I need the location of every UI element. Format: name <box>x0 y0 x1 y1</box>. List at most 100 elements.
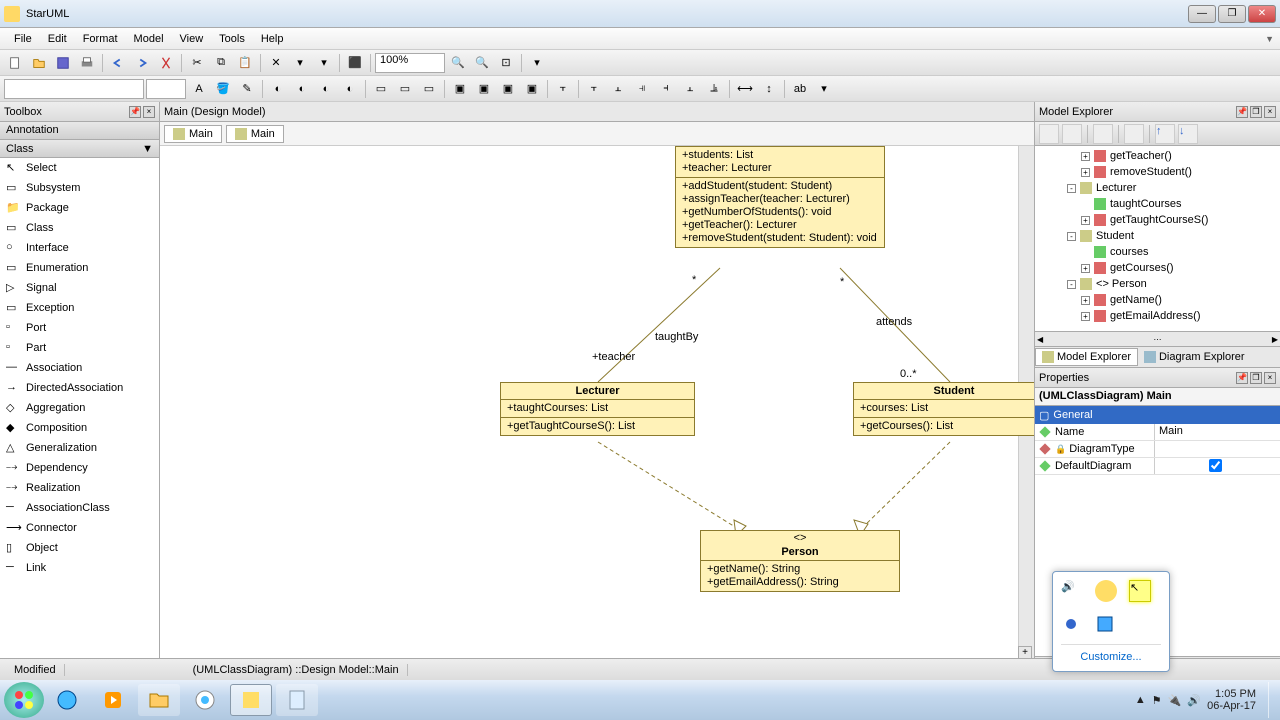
delete-icon[interactable]: ✕ <box>265 52 287 74</box>
tray-misc-icon[interactable] <box>1095 580 1117 602</box>
tb-btn-4[interactable]: ▾ <box>526 52 548 74</box>
zoom-in-icon[interactable]: 🔍 <box>471 52 493 74</box>
tray-speaker-icon[interactable]: 🔊 <box>1061 580 1083 602</box>
sub-tab-2[interactable]: Main <box>226 125 284 143</box>
tray-dot-icon[interactable] <box>1061 614 1083 636</box>
uml-class-lecturer[interactable]: Lecturer+taughtCourses: List+getTaughtCo… <box>500 382 695 436</box>
tree-toggle[interactable]: - <box>1067 280 1076 289</box>
tree-item[interactable]: +getName() <box>1037 292 1278 308</box>
annotation-section[interactable]: Annotation <box>0 122 159 140</box>
prop-value[interactable] <box>1155 458 1280 474</box>
tree-item[interactable]: -Lecturer <box>1037 180 1278 196</box>
tree-item[interactable]: +getEmailAddress() <box>1037 308 1278 324</box>
filter-icon[interactable] <box>1124 124 1144 144</box>
menu-tools[interactable]: Tools <box>211 31 253 47</box>
new-elem-icon[interactable] <box>1093 124 1113 144</box>
cut-button[interactable] <box>155 52 177 74</box>
prop-row-name[interactable]: NameMain <box>1035 424 1280 441</box>
media-icon[interactable] <box>92 684 134 716</box>
diagram-canvas[interactable]: ◀ ▶ + +students: List+teacher: Lecturer+… <box>160 146 1034 678</box>
tree-item[interactable]: -<> Person <box>1037 276 1278 292</box>
model-explorer-tab[interactable]: Model Explorer <box>1035 348 1138 366</box>
uml-class-student[interactable]: Student+courses: List+getCourses(): List <box>853 382 1034 436</box>
canvas-tab[interactable]: Main (Design Model) <box>164 106 265 118</box>
tool-part[interactable]: ▫Part <box>0 338 159 358</box>
tb-f7[interactable]: ▭ <box>418 78 440 100</box>
zoom-out-icon[interactable]: 🔍 <box>447 52 469 74</box>
close-icon[interactable]: × <box>1264 106 1276 118</box>
tool-select[interactable]: ↖Select <box>0 158 159 178</box>
tool-realization[interactable]: ⤍Realization <box>0 478 159 498</box>
print-button[interactable] <box>76 52 98 74</box>
tb-btn-2[interactable]: ▾ <box>313 52 335 74</box>
tray-hover-icon[interactable]: ↖ <box>1129 580 1151 602</box>
align-top-icon[interactable]: ⫞ <box>655 78 677 100</box>
tb-f9[interactable]: ab <box>789 78 811 100</box>
tb-f8[interactable]: ⫟ <box>552 78 574 100</box>
menu-format[interactable]: Format <box>75 31 126 47</box>
tray-device-icon[interactable] <box>1095 614 1117 636</box>
restore-icon[interactable]: ❐ <box>1250 106 1262 118</box>
tool-aggregation[interactable]: ◇Aggregation <box>0 398 159 418</box>
tb-f1[interactable]: ◐ <box>267 78 289 100</box>
tree-item[interactable]: -Student <box>1037 228 1278 244</box>
notepad-icon[interactable] <box>276 684 318 716</box>
font-color-icon[interactable]: A <box>188 78 210 100</box>
zoom-combo[interactable]: 100% <box>375 53 445 73</box>
tool-generalization[interactable]: △Generalization <box>0 438 159 458</box>
tree-toggle[interactable]: - <box>1067 232 1076 241</box>
prop-row-diagramtype[interactable]: 🔒DiagramType <box>1035 441 1280 458</box>
align-left-icon[interactable]: ⫟ <box>583 78 605 100</box>
start-button[interactable] <box>4 682 44 718</box>
dist-v-icon[interactable]: ↕ <box>758 78 780 100</box>
diagram-explorer-tab[interactable]: Diagram Explorer <box>1138 349 1251 365</box>
tb-f2[interactable]: ◐ <box>291 78 313 100</box>
copy-icon[interactable]: ⧉ <box>210 52 232 74</box>
tb-f10[interactable]: ▾ <box>813 78 835 100</box>
tool-association[interactable]: —Association <box>0 358 159 378</box>
prop-row-defaultdiagram[interactable]: DefaultDiagram <box>1035 458 1280 475</box>
tool-object[interactable]: ▯Object <box>0 538 159 558</box>
align-bot-icon[interactable]: ⫡ <box>703 78 725 100</box>
tool-link[interactable]: ─Link <box>0 558 159 578</box>
menu-edit[interactable]: Edit <box>40 31 75 47</box>
class-section[interactable]: Class ▼ <box>0 140 159 158</box>
tb-btn-1[interactable]: ▾ <box>289 52 311 74</box>
restore-icon[interactable]: ❐ <box>1250 372 1262 384</box>
tree-item[interactable]: +getTaughtCourseS() <box>1037 212 1278 228</box>
pin-icon[interactable]: 📌 <box>1236 372 1248 384</box>
tool-associationclass[interactable]: ─AssociationClass <box>0 498 159 518</box>
tool-directedassociation[interactable]: →DirectedAssociation <box>0 378 159 398</box>
tool-composition[interactable]: ◆Composition <box>0 418 159 438</box>
align-center-icon[interactable]: ⫠ <box>607 78 629 100</box>
save-button[interactable] <box>52 52 74 74</box>
tool-port[interactable]: ▫Port <box>0 318 159 338</box>
zoom-fit-icon[interactable]: ⊡ <box>495 52 517 74</box>
sort-icon[interactable] <box>1039 124 1059 144</box>
sub-tab-1[interactable]: Main <box>164 125 222 143</box>
tb-f4[interactable]: ◐ <box>339 78 361 100</box>
tree-item[interactable]: +removeStudent() <box>1037 164 1278 180</box>
tree-toggle[interactable]: - <box>1067 184 1076 193</box>
fill-color-icon[interactable]: 🪣 <box>212 78 234 100</box>
undo-button[interactable] <box>107 52 129 74</box>
customize-link[interactable]: Customize... <box>1061 644 1161 663</box>
tool-dependency[interactable]: ⤍Dependency <box>0 458 159 478</box>
menu-model[interactable]: Model <box>126 31 172 47</box>
tb-f3[interactable]: ◐ <box>315 78 337 100</box>
pin-icon[interactable]: 📌 <box>1236 106 1248 118</box>
tree-toggle[interactable]: + <box>1081 312 1090 321</box>
redo-button[interactable] <box>131 52 153 74</box>
cut-icon[interactable]: ✂ <box>186 52 208 74</box>
tool-exception[interactable]: ▭Exception <box>0 298 159 318</box>
tree-item[interactable]: +getCourses() <box>1037 260 1278 276</box>
tray-power-icon[interactable]: 🔌 <box>1168 694 1182 707</box>
tray-flag-icon[interactable]: ⚑ <box>1152 694 1162 707</box>
menu-view[interactable]: View <box>172 31 212 47</box>
uml-class-person[interactable]: <>Person+getName(): String+getEmailAddre… <box>700 530 900 592</box>
prop-value[interactable]: Main <box>1155 424 1280 440</box>
close-icon[interactable]: × <box>143 106 155 118</box>
dist-h-icon[interactable]: ⟷ <box>734 78 756 100</box>
line-color-icon[interactable]: ✎ <box>236 78 258 100</box>
sort2-icon[interactable] <box>1062 124 1082 144</box>
